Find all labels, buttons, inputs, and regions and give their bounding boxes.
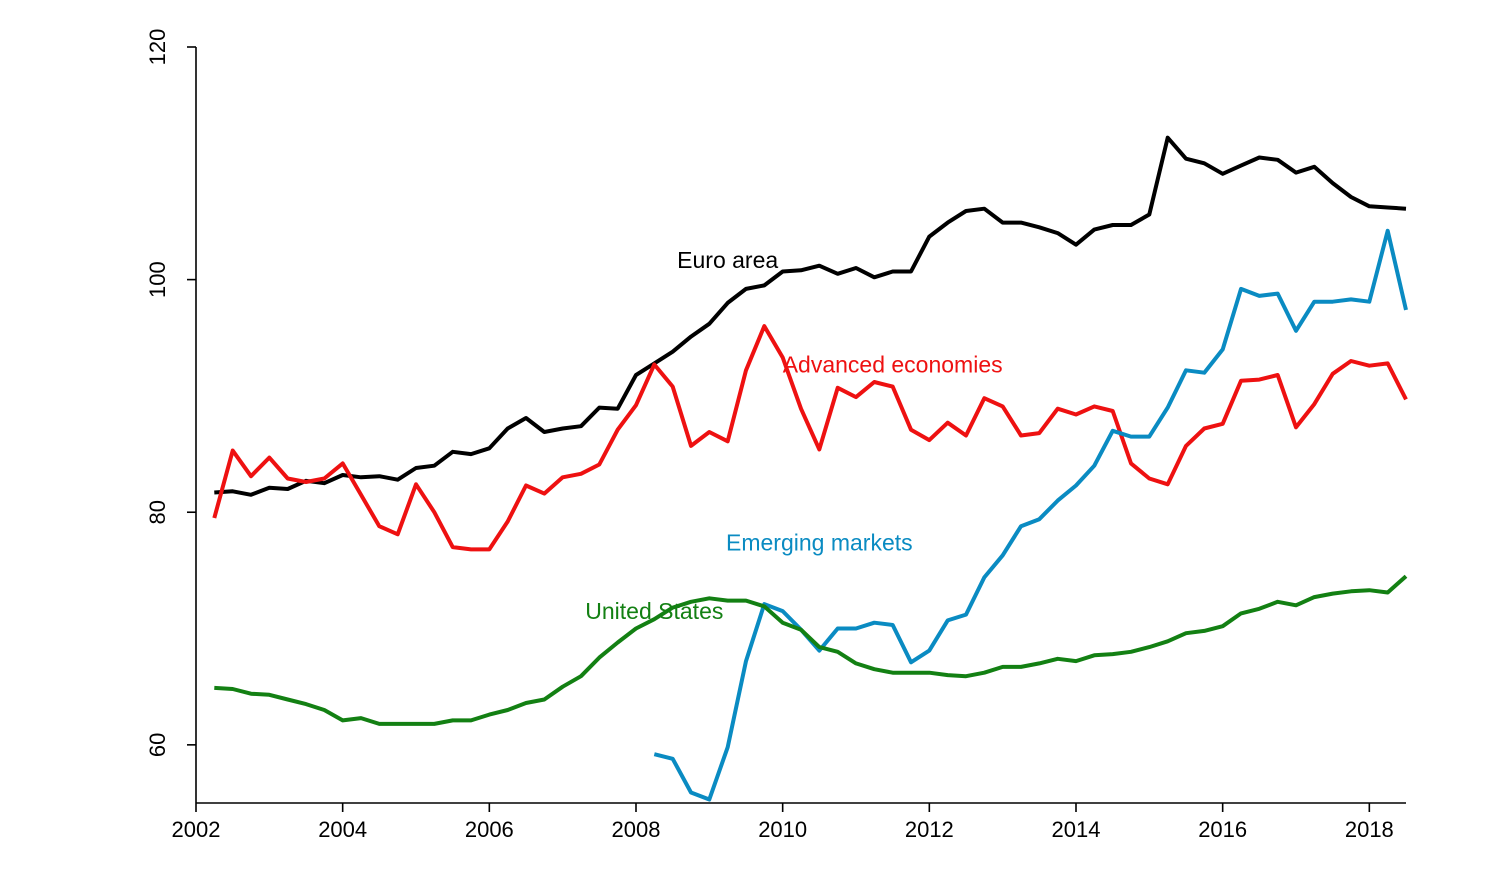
chart-axes: 2002 2004 2006 2008 2010 2012 2014 2016 2018 60 8… <box>145 29 1406 842</box>
x-tick-label: 2010 <box>758 817 807 842</box>
series-label-emerging-markets: Emerging markets <box>726 530 913 556</box>
plot-series <box>212 135 1408 802</box>
series-label-advanced-economies: Advanced economies <box>783 352 1003 378</box>
series-line-advanced-economies <box>212 324 1408 552</box>
x-tick-label: 2002 <box>172 817 221 842</box>
x-tick-label: 2008 <box>612 817 661 842</box>
x-tick-label: 2018 <box>1345 817 1394 842</box>
plot-labels: Euro area Advanced economies Emerging mark… <box>585 247 1002 624</box>
y-tick-label: 120 <box>145 29 170 66</box>
y-tick-label: 80 <box>145 500 170 524</box>
series-line-emerging-markets <box>653 228 1408 802</box>
x-tick-label: 2012 <box>905 817 954 842</box>
x-tick-label: 2016 <box>1198 817 1247 842</box>
series-label-euro-area: Euro area <box>677 247 778 273</box>
x-tick-label: 2014 <box>1052 817 1101 842</box>
series-line-euro-area <box>214 135 1407 497</box>
y-tick-label: 60 <box>145 733 170 757</box>
series-label-united-states: United States <box>585 598 723 624</box>
y-tick-label: 100 <box>145 261 170 298</box>
y-axis-ticks: 60 80 100 120 <box>145 29 196 757</box>
x-tick-label: 2006 <box>465 817 514 842</box>
x-axis-ticks: 2002 2004 2006 2008 2010 2012 2014 2016 2018 <box>172 803 1394 842</box>
x-tick-label: 2004 <box>318 817 367 842</box>
series-line-united-states <box>214 574 1408 726</box>
